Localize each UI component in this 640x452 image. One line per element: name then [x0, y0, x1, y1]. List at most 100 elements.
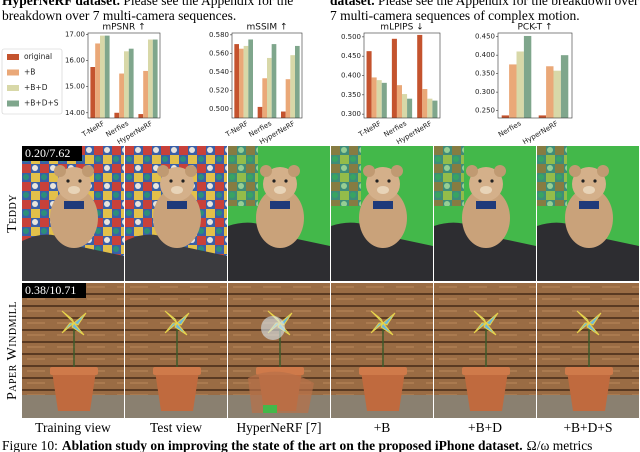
photo	[125, 283, 227, 418]
photo	[537, 283, 639, 418]
left-bold: HyperNeRF dataset.	[2, 0, 120, 8]
metric-label: 0.38/10.71	[25, 283, 76, 297]
photo	[22, 283, 124, 418]
column-label: +B	[374, 420, 391, 435]
y-tick-label: 16.00	[65, 56, 85, 64]
photo	[125, 146, 227, 281]
x-tick-label: HyperNeRF	[521, 120, 559, 147]
bar	[271, 44, 277, 118]
bar	[143, 70, 148, 118]
bar	[285, 79, 291, 118]
right-body: Please see the Appendix for the breakdow…	[330, 0, 639, 23]
left-text: HyperNeRF dataset. Please see the Append…	[2, 0, 320, 23]
y-tick-label: 0.450	[341, 52, 361, 60]
y-tick-label: 0.350	[475, 70, 495, 78]
bar	[281, 111, 286, 118]
legend-label: +B	[24, 68, 35, 77]
legend-label: +B+D	[24, 83, 48, 92]
caption: Figure 10: Ablation study on improving th…	[2, 438, 592, 452]
y-tick-label: 0.350	[341, 91, 361, 99]
bar	[104, 35, 110, 118]
bar	[422, 89, 428, 118]
bar	[560, 55, 569, 118]
bar	[546, 66, 554, 118]
bar	[501, 115, 510, 118]
legend-swatch	[7, 54, 19, 60]
y-tick-label: 0.400	[475, 51, 495, 59]
bar	[152, 39, 158, 118]
bar	[538, 115, 547, 118]
bar	[90, 67, 96, 118]
y-tick-label: 0.500	[341, 33, 361, 41]
bar	[119, 73, 124, 118]
legend-swatch	[7, 100, 19, 107]
x-tick-label: T-NeRF	[357, 120, 383, 140]
bar	[396, 85, 402, 118]
bar	[366, 51, 372, 119]
plot-frame	[231, 32, 303, 119]
y-tick-label: 0.560	[209, 49, 229, 57]
x-tick-label: T-NeRF	[224, 120, 250, 140]
column-label: HyperNeRF [7]	[236, 420, 321, 435]
legend-frame	[1, 48, 63, 115]
chart-title: mLPIPS ↓	[380, 23, 423, 33]
plot-frame	[87, 32, 161, 119]
bar	[124, 51, 129, 118]
bar	[138, 114, 144, 118]
photo	[228, 283, 330, 418]
bar	[407, 98, 413, 118]
right-text: dataset. Please see the Appendix for the…	[330, 0, 640, 23]
bar	[128, 48, 134, 118]
bar	[417, 34, 423, 118]
bar	[239, 48, 244, 118]
metric-bg	[22, 146, 82, 161]
legend-swatch	[7, 69, 19, 76]
column-label: Training view	[35, 420, 111, 435]
y-tick-label: 0.400	[341, 72, 361, 80]
bar	[381, 82, 387, 118]
legend-label: original	[24, 52, 52, 61]
y-tick-label: 0.250	[475, 107, 495, 115]
column-label: +B+D	[468, 420, 502, 435]
bar	[148, 39, 153, 118]
bar	[114, 112, 120, 118]
legend-swatch	[7, 85, 19, 91]
bar	[290, 55, 295, 118]
y-tick-label: 0.580	[209, 31, 229, 39]
y-tick-label: 0.300	[341, 110, 361, 118]
row-label: Teddy	[5, 194, 20, 233]
plot-frame	[363, 32, 441, 119]
bar	[391, 38, 397, 118]
y-tick-label: 14.00	[65, 109, 85, 117]
photo	[331, 146, 433, 281]
bar	[376, 80, 382, 118]
y-tick-label: 15.00	[65, 83, 85, 91]
caption-part: Ablation study on improving the state of…	[62, 438, 523, 452]
bar	[295, 45, 300, 118]
x-tick-label: T-NeRF	[80, 120, 106, 140]
y-tick-label: 0.540	[209, 68, 229, 76]
y-tick-label: 0.450	[475, 33, 495, 41]
bar	[523, 35, 532, 118]
bar	[248, 39, 253, 118]
y-tick-label: 0.500	[209, 105, 229, 113]
bar	[95, 43, 100, 118]
bar	[553, 70, 561, 118]
bar	[257, 106, 263, 118]
chart-title: mPSNR ↑	[102, 23, 145, 33]
column-label: +B+D+S	[563, 420, 612, 435]
legend-label: +B+D+S	[24, 99, 59, 108]
bar	[509, 64, 517, 118]
bar	[267, 57, 272, 118]
photo	[434, 283, 536, 418]
caption-part: Figure 10:	[2, 438, 58, 452]
photo	[537, 146, 639, 281]
bar	[262, 78, 267, 118]
metric-bg	[22, 283, 86, 298]
column-label: Test view	[150, 420, 202, 435]
bar	[371, 77, 377, 118]
bar	[100, 35, 105, 118]
photo	[331, 283, 433, 418]
